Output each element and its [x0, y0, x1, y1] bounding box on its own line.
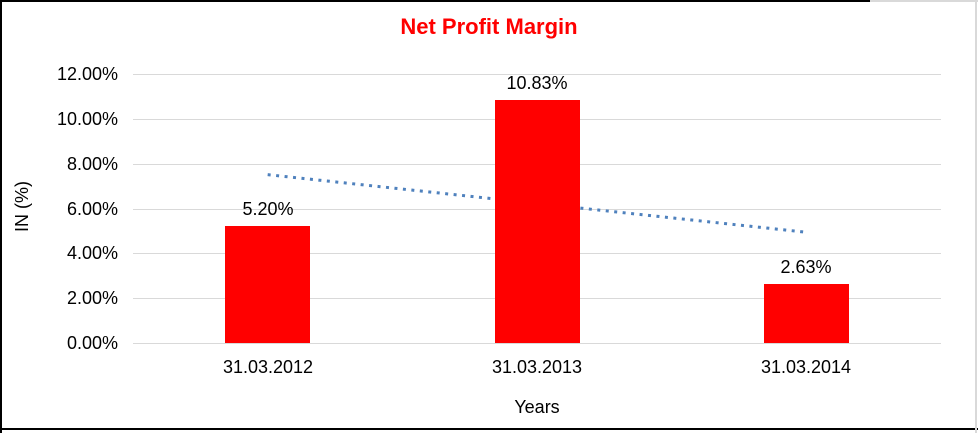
y-tick-label: 8.00% [66, 154, 118, 174]
y-tick-label: 2.00% [66, 288, 118, 308]
bar-31.03.2014 [764, 284, 849, 343]
frame-border-top-edge [870, 0, 978, 2]
frame-border-top [0, 0, 870, 2]
frame-border-bottom [0, 428, 978, 430]
chart-title: Net Profit Margin [400, 14, 578, 39]
x-axis-title: Years [514, 397, 560, 417]
bar-31.03.2013 [495, 100, 580, 343]
data-label: 5.20% [242, 199, 294, 219]
gridline [133, 343, 941, 344]
data-label: 10.83% [506, 73, 568, 93]
plot-area: 5.20% 10.83% 2.63% [133, 73, 941, 344]
y-tick-label: 4.00% [66, 243, 118, 263]
gridline [133, 74, 941, 75]
x-tick-label: 31.03.2013 [491, 357, 583, 377]
frame-border-left [0, 0, 2, 433]
bar-31.03.2012 [225, 226, 310, 343]
frame-border-right [975, 0, 977, 433]
data-label: 2.63% [780, 257, 832, 277]
x-tick-label: 31.03.2014 [760, 357, 852, 377]
y-tick-label: 0.00% [66, 333, 118, 353]
y-tick-label: 10.00% [56, 109, 118, 129]
trendline [267, 173, 807, 234]
y-tick-label: 12.00% [56, 64, 118, 84]
x-tick-label: 31.03.2012 [222, 357, 314, 377]
y-tick-label: 6.00% [66, 199, 118, 219]
